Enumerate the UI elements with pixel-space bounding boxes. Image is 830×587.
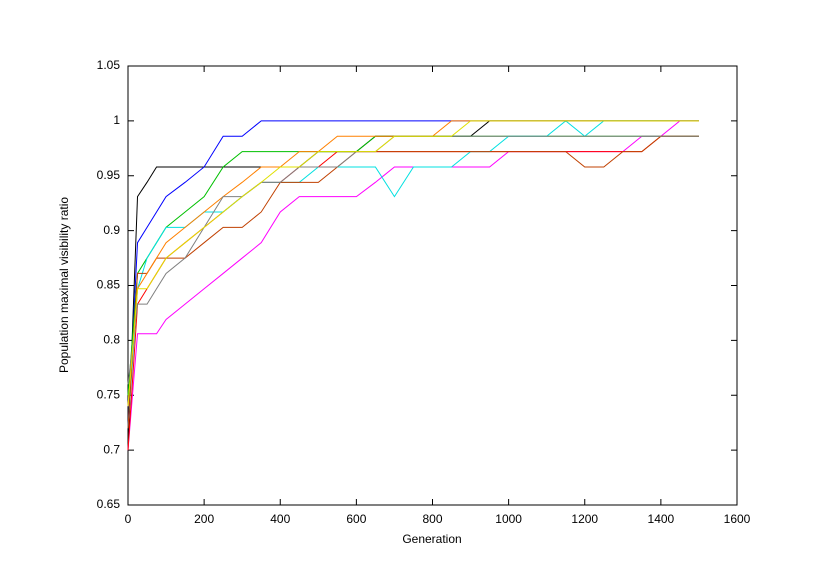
series-line bbox=[127, 135, 699, 451]
y-tick-label: 0.85 bbox=[97, 278, 121, 292]
x-tick-label: 1200 bbox=[571, 512, 598, 526]
x-tick-label: 1600 bbox=[724, 512, 751, 526]
y-tick-label: 0.8 bbox=[103, 333, 120, 347]
x-tick-label: 1400 bbox=[648, 512, 675, 526]
x-tick-label: 0 bbox=[125, 512, 132, 526]
y-tick-label: 0.7 bbox=[103, 442, 120, 456]
x-tick-label: 200 bbox=[194, 512, 214, 526]
series-line bbox=[127, 135, 699, 385]
y-tick-label: 1 bbox=[113, 113, 120, 127]
x-tick-label: 1000 bbox=[495, 512, 522, 526]
series-line bbox=[127, 120, 699, 407]
series-line bbox=[127, 135, 699, 429]
x-tick-label: 600 bbox=[346, 512, 366, 526]
series-line bbox=[127, 120, 699, 451]
x-tick-label: 800 bbox=[422, 512, 442, 526]
series-line bbox=[127, 120, 699, 407]
series-line bbox=[127, 120, 699, 451]
series-line bbox=[127, 135, 699, 396]
y-tick-label: 0.65 bbox=[97, 497, 121, 511]
y-axis-label: Population maximal visibility ratio bbox=[57, 197, 71, 373]
y-tick-label: 0.75 bbox=[97, 387, 121, 401]
plot-frame bbox=[127, 65, 738, 506]
x-tick-label: 400 bbox=[270, 512, 290, 526]
y-tick-label: 0.9 bbox=[103, 223, 120, 237]
x-axis-label: Generation bbox=[402, 532, 461, 546]
y-tick-label: 0.95 bbox=[97, 168, 121, 182]
y-tick-label: 1.05 bbox=[97, 58, 121, 72]
